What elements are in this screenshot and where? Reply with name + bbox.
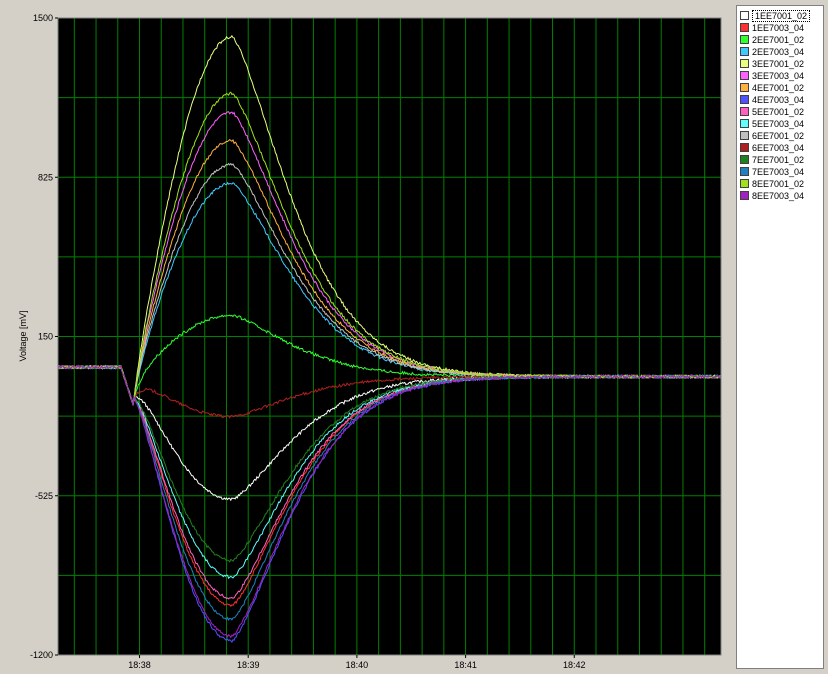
y-tick-label: -525	[35, 491, 53, 501]
legend-swatch	[740, 59, 749, 68]
legend-label: 7EE7001_02	[752, 155, 805, 165]
y-tick-label: -1200	[30, 650, 53, 660]
legend-item[interactable]: 5EE7001_02	[740, 106, 823, 118]
legend-item[interactable]: 3EE7003_04	[740, 70, 823, 82]
x-axis: 18:38 18:39 18:40 18:41 18:42	[128, 655, 586, 670]
legend-item[interactable]: 8EE7001_02	[740, 178, 823, 190]
series-line-8EE7003_04	[57, 365, 722, 639]
legend-swatch	[740, 131, 749, 140]
legend[interactable]: 1EE7001_02 1EE7003_04 2EE7001_02 2EE7003_04…	[736, 5, 824, 669]
legend-label: 8EE7001_02	[752, 179, 805, 189]
legend-label: 3EE7001_02	[752, 59, 805, 69]
legend-swatch	[740, 35, 749, 44]
legend-label: 4EE7003_04	[752, 95, 805, 105]
legend-label: 3EE7003_04	[752, 71, 805, 81]
legend-label: 8EE7003_04	[752, 191, 805, 201]
x-tick-label: 18:42	[563, 660, 586, 670]
legend-label: 7EE7003_04	[752, 167, 805, 177]
legend-swatch	[740, 23, 749, 32]
legend-label: 5EE7003_04	[752, 119, 805, 129]
legend-label: 4EE7001_02	[752, 83, 805, 93]
legend-item[interactable]: 2EE7003_04	[740, 46, 823, 58]
legend-item[interactable]: 3EE7001_02	[740, 58, 823, 70]
legend-item[interactable]: 1EE7001_02	[740, 10, 823, 22]
y-axis-title: Voltage [mV]	[18, 310, 28, 361]
legend-swatch	[740, 155, 749, 164]
legend-item[interactable]: 8EE7003_04	[740, 190, 823, 202]
legend-item[interactable]: 7EE7003_04	[740, 166, 823, 178]
legend-item[interactable]: 4EE7001_02	[740, 82, 823, 94]
x-tick-label: 18:39	[237, 660, 260, 670]
legend-swatch	[740, 83, 749, 92]
x-tick-label: 18:38	[128, 660, 151, 670]
legend-item[interactable]: 7EE7001_02	[740, 154, 823, 166]
legend-item[interactable]: 2EE7001_02	[740, 34, 823, 46]
legend-item[interactable]: 4EE7003_04	[740, 94, 823, 106]
y-tick-label: 150	[38, 332, 53, 342]
y-tick-label: 825	[38, 172, 53, 182]
legend-item[interactable]: 5EE7003_04	[740, 118, 823, 130]
legend-label: 2EE7001_02	[752, 35, 805, 45]
legend-label: 5EE7001_02	[752, 107, 805, 117]
legend-swatch	[740, 143, 749, 152]
legend-label: 1EE7001_02	[752, 10, 811, 22]
legend-label: 6EE7001_02	[752, 131, 805, 141]
legend-item[interactable]: 6EE7003_04	[740, 142, 823, 154]
series-line-8EE7001_02	[57, 91, 722, 406]
legend-swatch	[740, 95, 749, 104]
grid	[58, 18, 721, 655]
series-lines	[57, 34, 722, 644]
legend-swatch	[740, 167, 749, 176]
legend-swatch	[740, 191, 749, 200]
legend-item[interactable]: 6EE7001_02	[740, 130, 823, 142]
legend-label: 1EE7003_04	[752, 23, 805, 33]
legend-label: 6EE7003_04	[752, 143, 805, 153]
y-tick-label: 1500	[33, 13, 53, 23]
legend-item[interactable]: 1EE7003_04	[740, 22, 823, 34]
x-tick-label: 18:41	[454, 660, 477, 670]
legend-swatch	[740, 11, 749, 20]
y-axis: 1500 825 150 -525 -1200	[30, 13, 58, 660]
x-tick-label: 18:40	[346, 660, 369, 670]
legend-swatch	[740, 107, 749, 116]
legend-swatch	[740, 71, 749, 80]
legend-swatch	[740, 119, 749, 128]
legend-swatch	[740, 47, 749, 56]
legend-label: 2EE7003_04	[752, 47, 805, 57]
legend-swatch	[740, 179, 749, 188]
